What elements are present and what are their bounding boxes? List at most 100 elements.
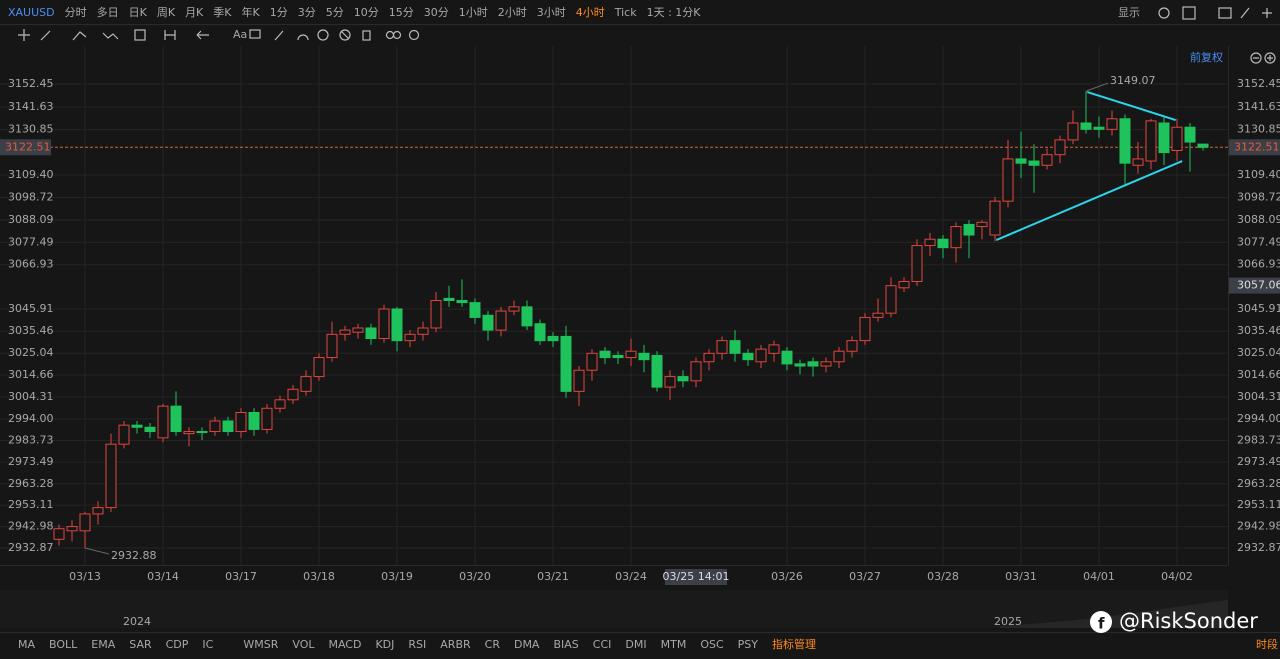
candle-body [625, 350, 637, 359]
period-tab[interactable]: 多日 [97, 5, 119, 19]
y-tick-label: 2963.28 [8, 477, 54, 490]
candle-body [807, 361, 819, 367]
candle-body [235, 411, 247, 433]
session-button[interactable]: 时段 [1256, 637, 1278, 651]
indicator-tab[interactable]: RSI [408, 638, 426, 651]
watermark-text: @RiskSonder [1119, 609, 1258, 633]
facebook-glyph: f [1098, 615, 1105, 633]
period-tab[interactable]: 分时 [65, 6, 87, 19]
indicator-tab[interactable]: BOLL [49, 638, 78, 651]
interval-select[interactable]: 1天 : 1分K [647, 6, 702, 19]
period-tab[interactable]: 日K [129, 6, 148, 19]
period-tab[interactable]: 3分 [298, 6, 316, 19]
facebook-icon [1090, 611, 1112, 633]
candle-body [742, 352, 754, 361]
indicator-tab[interactable]: DMA [514, 638, 540, 651]
symbol[interactable]: XAUUSD [8, 6, 55, 19]
x-tick-label: 03/19 [381, 570, 413, 583]
period-tab[interactable]: 月K [185, 6, 204, 19]
candle-body [1158, 122, 1170, 154]
candle-body [1080, 122, 1092, 130]
current-price-box [1229, 139, 1280, 156]
indicator-tab[interactable]: DMI [625, 638, 646, 651]
candle-body [482, 314, 494, 331]
y-tick-label: 2953.11 [8, 498, 54, 511]
y-tick-label: 2983.73 [1237, 434, 1280, 447]
y-tick-label: 3004.31 [1237, 390, 1280, 403]
time-navigator[interactable] [0, 590, 1228, 628]
trendline[interactable] [995, 160, 1183, 241]
indicator-tab[interactable]: MA [18, 638, 35, 651]
y-tick-label: 2973.49 [8, 455, 54, 468]
indicator-tab[interactable]: WMSR [243, 638, 278, 651]
period-tab[interactable]: 4小时 [576, 6, 605, 19]
candle-body [391, 308, 403, 342]
adjust-menu[interactable]: 前复权 [1190, 50, 1223, 64]
year-label: 2025 [994, 615, 1022, 628]
indicator-tab[interactable]: CDP [166, 638, 189, 651]
indicator-tab[interactable]: VOL [292, 638, 315, 651]
x-tick-label: 03/24 [615, 570, 647, 583]
candle-body [131, 424, 143, 428]
indicator-tab[interactable]: BIAS [553, 638, 578, 651]
indicator-tab[interactable]: MACD [328, 638, 361, 651]
candle-body [612, 354, 624, 359]
x-tick-label: 03/21 [537, 570, 569, 583]
indicator-tab[interactable]: KDJ [375, 638, 394, 651]
display-menu[interactable]: 显示 [1118, 6, 1140, 19]
indicator-tab[interactable]: CR [485, 638, 501, 651]
candle-body [1028, 160, 1040, 166]
trendline[interactable] [1086, 91, 1177, 121]
text-tool[interactable]: Aa [233, 28, 247, 41]
indicator-manage[interactable]: 指标管理 [772, 637, 816, 651]
y-tick-label: 3004.31 [8, 390, 54, 403]
y-tick-label: 3141.63 [1237, 100, 1280, 113]
indicator-tab[interactable]: ARBR [440, 638, 471, 651]
current-price-box [0, 139, 51, 156]
candle-body [690, 361, 702, 382]
y-tick-label: 3014.66 [8, 368, 54, 381]
x-tick-label: 03/27 [849, 570, 881, 583]
candle-body [768, 344, 780, 354]
y-tick-label: 3014.66 [1237, 368, 1280, 381]
period-tab[interactable]: 5分 [326, 6, 344, 19]
candle-body [313, 357, 325, 378]
indicator-tab[interactable]: EMA [91, 638, 115, 651]
indicator-tab[interactable]: SAR [129, 638, 152, 651]
period-tab[interactable]: Tick [614, 6, 637, 19]
period-tab[interactable]: 10分 [354, 6, 379, 19]
period-tab[interactable]: 2小时 [498, 6, 527, 19]
candle-body [950, 226, 962, 249]
y-tick-label: 3130.85 [1237, 123, 1280, 136]
period-tab[interactable]: 30分 [424, 6, 449, 19]
candle-body [859, 316, 871, 342]
current-price-label: 3122.51 [1234, 140, 1280, 153]
period-tab[interactable]: 周K [157, 6, 176, 19]
period-tab[interactable]: 1小时 [459, 6, 488, 19]
period-tab[interactable]: 1分 [270, 6, 288, 19]
period-tab[interactable]: 季K [213, 6, 232, 19]
candle-body [1002, 158, 1014, 202]
candle-body [469, 302, 481, 318]
y-tick-label: 3025.04 [8, 346, 54, 359]
candle-body [157, 405, 169, 439]
candle-body [534, 323, 546, 342]
x-tick-label: 03/17 [225, 570, 257, 583]
candle-body [1145, 120, 1157, 162]
period-tab[interactable]: 年K [242, 5, 261, 19]
indicator-tab[interactable]: CCI [593, 638, 612, 651]
candle-body [378, 308, 390, 340]
candle-body [638, 352, 650, 361]
indicator-tab[interactable]: IC [202, 638, 213, 651]
candle-body [547, 335, 559, 342]
period-tab[interactable]: 3小时 [537, 6, 566, 19]
candle-body [339, 329, 351, 335]
period-tab[interactable]: 15分 [389, 6, 414, 19]
indicator-tab[interactable]: MTM [661, 638, 687, 651]
indicator-tab[interactable]: OSC [700, 638, 724, 651]
drawing-tools[interactable] [18, 6, 1276, 64]
indicator-tab[interactable]: PSY [738, 638, 759, 651]
y-tick-label: 2994.00 [1237, 412, 1280, 425]
